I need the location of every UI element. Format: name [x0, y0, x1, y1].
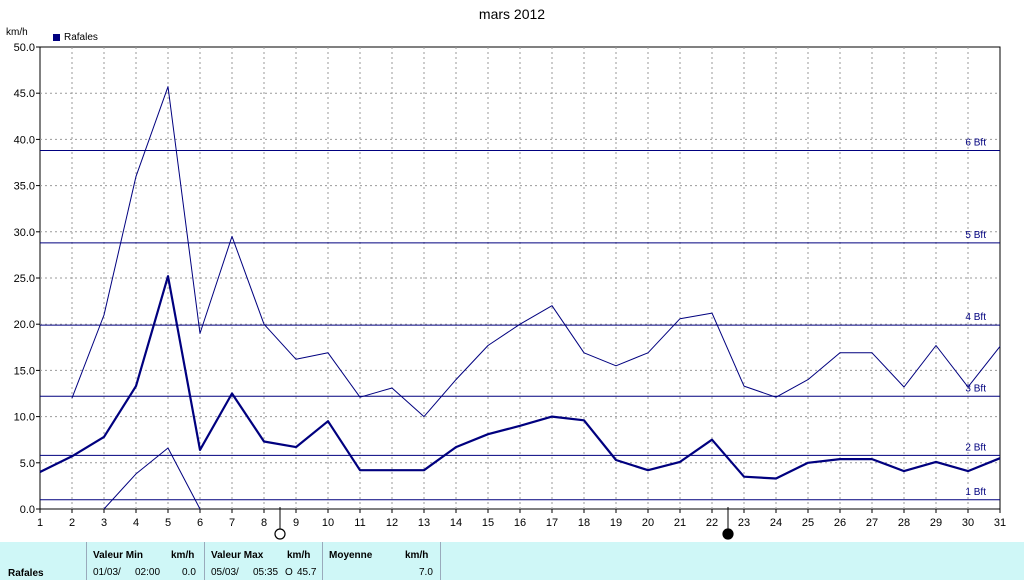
series-line-min [103, 447, 201, 510]
new-moon-icon [722, 528, 734, 540]
stats-label-cell: Rafales [0, 542, 87, 580]
y-tick-label: 15.0 [14, 365, 35, 377]
x-tick-label: 6 [197, 517, 203, 529]
y-tick-label: 5.0 [20, 458, 35, 470]
y-tick-label: 50.0 [14, 42, 35, 54]
x-tick-label: 14 [450, 517, 462, 529]
x-tick-label: 22 [706, 517, 718, 529]
max-date: 05/03/ [211, 567, 239, 578]
min-time: 02:00 [135, 567, 161, 578]
max-direction: O [285, 567, 293, 578]
x-tick-label: 15 [482, 517, 494, 529]
y-tick-label: 35.0 [14, 181, 35, 193]
x-tick-label: 10 [322, 517, 334, 529]
y-tick-label: 45.0 [14, 88, 35, 100]
stats-panel: Rafales Valeur Min km/h 01/03/ 02:00 0.0… [0, 542, 1024, 580]
x-tick-label: 30 [962, 517, 974, 529]
max-time: 05:35 [253, 567, 279, 578]
legend-swatch [53, 34, 60, 41]
x-tick-label: 13 [418, 517, 430, 529]
avg-unit: km/h [405, 550, 429, 561]
chart-title: mars 2012 [478, 6, 546, 22]
max-header: Valeur Max [211, 550, 264, 561]
x-tick-label: 17 [546, 517, 558, 529]
y-tick-label: 25.0 [14, 273, 35, 285]
y-tick-label: 0.0 [20, 504, 35, 516]
min-unit: km/h [171, 550, 195, 561]
stats-label: Rafales [8, 568, 44, 579]
wind-chart: 0.0 5.0 10.0 15.0 20.0 25.0 30.0 35.0 40.0 45.0 50… [14, 42, 1006, 540]
y-tick-label: 30.0 [14, 227, 35, 239]
x-tick-label: 28 [898, 517, 910, 529]
x-tick-label: 5 [165, 517, 171, 529]
legend: Rafales [53, 32, 98, 43]
max-unit: km/h [287, 550, 311, 561]
min-date: 01/03/ [93, 567, 121, 578]
stats-max-cell: Valeur Max km/h 05/03/ 05:35 O 45.7 [205, 542, 323, 580]
max-value: 45.7 [297, 567, 317, 578]
x-tick-label: 24 [770, 517, 782, 529]
x-tick-label: 19 [610, 517, 622, 529]
min-value: 0.0 [182, 567, 196, 578]
y-tick-label: 40.0 [14, 134, 35, 146]
y-axis-unit: km/h [6, 27, 28, 38]
x-tick-label: 18 [578, 517, 590, 529]
x-tick-label: 31 [994, 517, 1006, 529]
x-tick-label: 7 [229, 517, 235, 529]
beaufort-label: 1 Bft [965, 487, 986, 498]
y-tick-label: 20.0 [14, 319, 35, 331]
beaufort-label: 2 Bft [965, 442, 986, 453]
stats-min-cell: Valeur Min km/h 01/03/ 02:00 0.0 [87, 542, 205, 580]
x-tick-label: 20 [642, 517, 654, 529]
x-tick-label: 26 [834, 517, 846, 529]
x-tick-label: 25 [802, 517, 814, 529]
x-tick-label: 1 [37, 517, 43, 529]
x-tick-label: 29 [930, 517, 942, 529]
legend-label: Rafales [64, 32, 98, 43]
x-tick-label: 8 [261, 517, 267, 529]
x-tick-label: 21 [674, 517, 686, 529]
x-tick-label: 16 [514, 517, 526, 529]
series-line-mean [39, 275, 1001, 480]
x-tick-label: 23 [738, 517, 750, 529]
y-tick-label: 10.0 [14, 412, 35, 424]
series-line-max [71, 86, 1001, 418]
beaufort-label: 4 Bft [965, 312, 986, 323]
x-tick-label: 27 [866, 517, 878, 529]
avg-value: 7.0 [419, 567, 433, 578]
x-tick-label: 12 [386, 517, 398, 529]
x-tick-label: 3 [101, 517, 107, 529]
x-tick-label: 11 [354, 517, 365, 529]
avg-header: Moyenne [329, 550, 373, 561]
beaufort-label: 6 Bft [965, 137, 986, 148]
full-moon-icon [274, 528, 286, 540]
beaufort-label: 3 Bft [965, 383, 986, 394]
x-tick-label: 9 [293, 517, 299, 529]
min-header: Valeur Min [93, 550, 144, 561]
stats-avg-cell: Moyenne km/h 7.0 [323, 542, 441, 580]
x-tick-label: 4 [133, 517, 139, 529]
beaufort-label: 5 Bft [965, 230, 986, 241]
x-tick-label: 2 [69, 517, 75, 529]
